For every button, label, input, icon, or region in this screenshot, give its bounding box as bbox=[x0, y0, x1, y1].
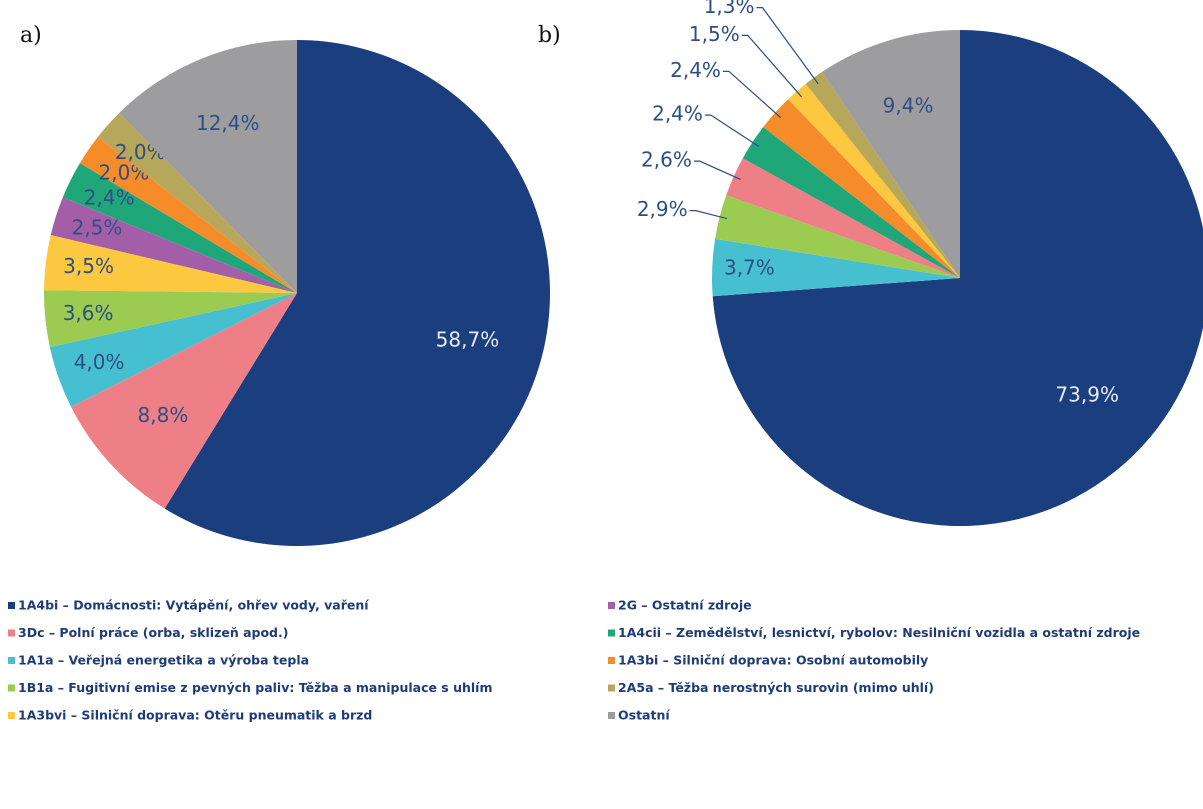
pie-slice bbox=[742, 127, 960, 279]
leader-line bbox=[741, 34, 803, 98]
slice-label: 4,0% bbox=[74, 350, 125, 374]
leader-line bbox=[722, 70, 782, 119]
slice-label: 2,6% bbox=[641, 148, 692, 172]
legend-label: 1A3bvi – Silniční doprava: Otěru pneumat… bbox=[18, 708, 372, 723]
leader-line bbox=[756, 7, 819, 85]
pie-slice bbox=[805, 71, 960, 279]
slice-label: 12,4% bbox=[196, 111, 260, 135]
legend-swatch bbox=[608, 712, 615, 719]
pie-slice bbox=[712, 30, 1203, 526]
legend-label: Ostatní bbox=[618, 708, 670, 723]
slice-label: 1,5% bbox=[689, 22, 740, 46]
pie-slice bbox=[715, 195, 960, 278]
legend-swatch bbox=[608, 657, 615, 664]
pie-slice bbox=[726, 158, 960, 278]
pie-slice bbox=[44, 290, 297, 348]
pie-slice bbox=[49, 293, 297, 407]
legend-label: 1A4bi – Domácnosti: Vytápění, ohřev vody… bbox=[18, 598, 369, 613]
pie-slice bbox=[79, 136, 297, 293]
slice-label: 2,5% bbox=[72, 215, 123, 239]
slice-label: 8,8% bbox=[138, 403, 189, 427]
legend-swatch bbox=[8, 602, 15, 609]
pie-slice bbox=[71, 293, 298, 509]
pie-slice bbox=[788, 83, 960, 278]
legend-swatch bbox=[8, 684, 15, 692]
panel-label: b) bbox=[538, 23, 561, 48]
leader-line bbox=[704, 114, 759, 147]
panel-label: a) bbox=[20, 23, 42, 48]
slice-label: 2,4% bbox=[652, 102, 703, 126]
legend-swatch bbox=[8, 712, 15, 719]
legend-swatch bbox=[8, 629, 15, 637]
legend-swatch bbox=[608, 684, 615, 692]
pie-slice bbox=[164, 40, 550, 546]
legend-swatch bbox=[608, 629, 615, 637]
slice-label: 2,9% bbox=[637, 197, 688, 221]
slice-label: 9,4% bbox=[883, 94, 934, 118]
legend-swatch bbox=[8, 657, 15, 664]
slice-label: 73,9% bbox=[1055, 383, 1119, 407]
slice-label: 1,3% bbox=[704, 0, 755, 18]
pie-slice bbox=[763, 99, 960, 278]
pie-slice bbox=[50, 197, 297, 293]
pie-slice bbox=[119, 39, 297, 293]
legend-label: 1B1a – Fugitivní emise z pevných paliv: … bbox=[18, 680, 493, 695]
legend-label: 1A1a – Veřejná energetika a výroba tepla bbox=[18, 653, 309, 668]
pie-slice bbox=[44, 235, 298, 293]
leader-line bbox=[693, 160, 741, 180]
legend-label: 2A5a – Těžba nerostných surovin (mimo uh… bbox=[618, 680, 934, 695]
legend-label: 2G – Ostatní zdroje bbox=[618, 598, 752, 613]
legend-label: 3Dc – Polní práce (orba, sklizeň apod.) bbox=[18, 625, 288, 640]
slice-label: 3,7% bbox=[724, 256, 775, 280]
slice-label: 3,6% bbox=[63, 301, 114, 325]
slice-label: 3,5% bbox=[63, 254, 114, 278]
pie-slice bbox=[822, 30, 960, 278]
pie-slice bbox=[712, 238, 960, 297]
legend-label: 1A4cii – Zemědělství, lesnictví, rybolov… bbox=[618, 625, 1140, 640]
pie-slice bbox=[97, 113, 297, 293]
slice-label: 58,7% bbox=[436, 328, 500, 352]
leader-line bbox=[689, 210, 728, 220]
legend-label: 1A3bi – Silniční doprava: Osobní automob… bbox=[618, 653, 928, 668]
legend-swatch bbox=[608, 602, 615, 609]
slice-label: 2,4% bbox=[670, 58, 721, 82]
pie-slice bbox=[62, 163, 298, 293]
